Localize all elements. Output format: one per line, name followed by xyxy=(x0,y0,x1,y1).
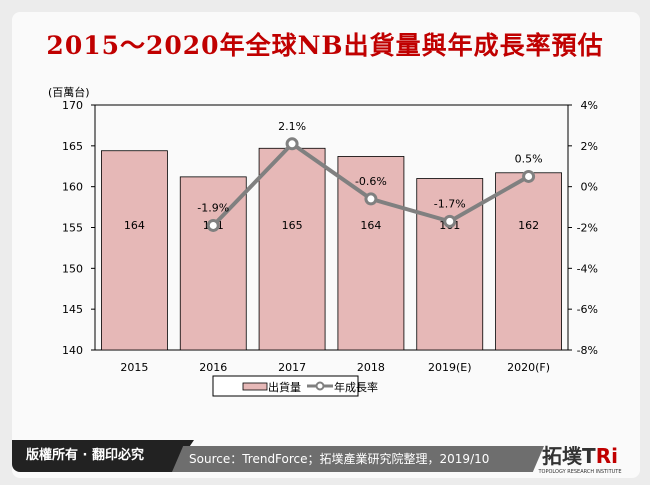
y-tick-label: 170 xyxy=(62,99,83,112)
x-tick-label: 2020(F) xyxy=(507,361,550,374)
growth-label: -1.9% xyxy=(197,201,229,214)
copyright-label: 版權所有 · 翻印必究 xyxy=(12,440,194,472)
y2-tick-label: -6% xyxy=(577,303,598,316)
x-tick-label: 2019(E) xyxy=(428,361,472,374)
growth-label: -1.7% xyxy=(434,197,466,210)
bar-2018 xyxy=(337,156,405,351)
bar-2017 xyxy=(258,147,326,351)
growth-label: -0.6% xyxy=(355,175,387,188)
legend-bar-swatch xyxy=(242,382,268,391)
bar-2015 xyxy=(101,150,168,351)
tri-logo: 拓墣TRi TOPOLOGY RESEARCH INSTITUTE xyxy=(538,444,622,475)
legend xyxy=(212,375,359,397)
y2-tick-label: -4% xyxy=(577,262,598,275)
bar-label: 164 xyxy=(360,219,381,232)
y-tick-label: 145 xyxy=(62,303,83,316)
growth-point xyxy=(285,137,299,151)
growth-point xyxy=(206,218,220,232)
x-tick-label: 2015 xyxy=(120,361,148,374)
legend-bar-label: 出貨量 xyxy=(268,380,301,394)
growth-point xyxy=(443,214,457,228)
growth-point xyxy=(364,192,378,206)
bar-label: 164 xyxy=(124,219,145,232)
growth-point xyxy=(522,169,536,183)
y-tick-label: 150 xyxy=(62,262,83,275)
y2-tick-label: 4% xyxy=(581,99,598,112)
growth-label: 0.5% xyxy=(515,152,543,165)
bar-2020(F) xyxy=(495,172,562,351)
growth-label: 2.1% xyxy=(278,120,306,133)
bar-2016 xyxy=(179,176,247,351)
bar-label: 165 xyxy=(282,219,303,232)
source-label: Source：TrendForce；拓墣產業研究院整理，2019/10 xyxy=(172,446,544,472)
y2-tick-label: 0% xyxy=(581,181,598,194)
bar-label: 162 xyxy=(518,219,539,232)
legend-line-label: 年成長率 xyxy=(334,380,378,394)
x-tick-label: 2018 xyxy=(357,361,385,374)
legend-line-marker xyxy=(315,381,325,391)
y-tick-label: 155 xyxy=(62,222,83,235)
y-tick-label: 140 xyxy=(62,344,83,357)
y-axis-unit: (百萬台) xyxy=(48,85,90,99)
y-tick-label: 160 xyxy=(62,181,83,194)
y2-tick-label: -2% xyxy=(577,222,598,235)
x-tick-label: 2016 xyxy=(199,361,227,374)
chart-title: 2015～2020年全球NB出貨量與年成長率預估 xyxy=(46,31,604,60)
y2-tick-label: -8% xyxy=(577,344,598,357)
y2-tick-label: 2% xyxy=(581,140,598,153)
x-tick-label: 2017 xyxy=(278,361,306,374)
y-tick-label: 165 xyxy=(62,140,83,153)
